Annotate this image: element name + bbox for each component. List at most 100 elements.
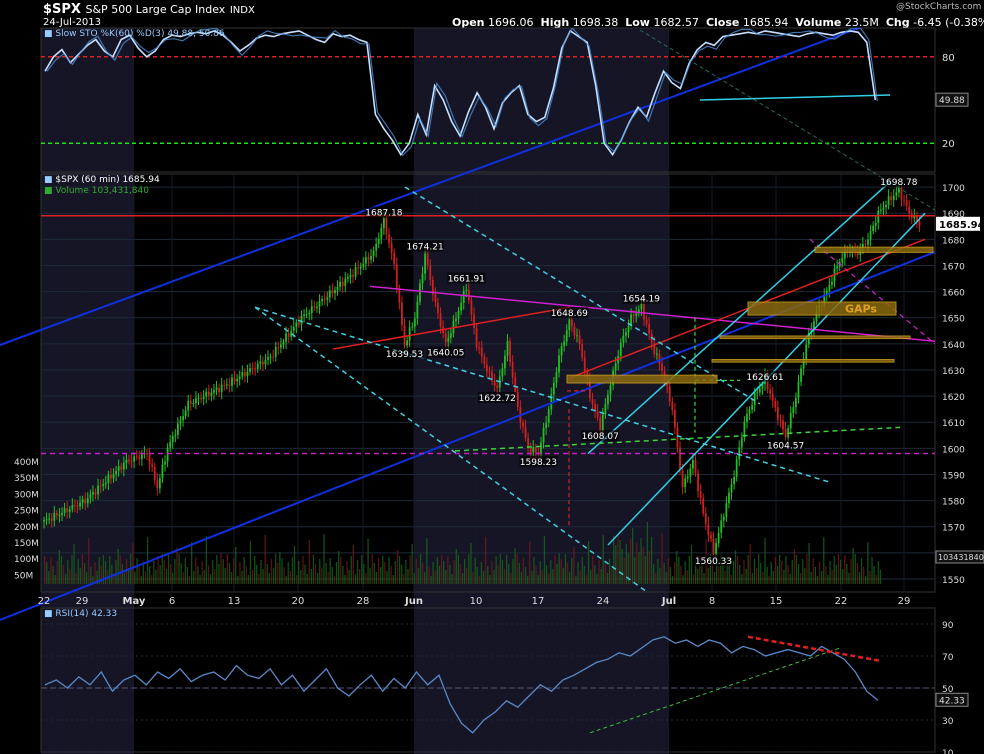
volume-bar (667, 558, 669, 584)
candle-body (336, 286, 339, 291)
low-value: 1682.57 (653, 16, 699, 29)
candle-body (789, 413, 792, 429)
pivot-label-1560-33: 1560.33 (694, 554, 733, 567)
volume-bar (569, 572, 571, 584)
candle-body (514, 377, 517, 393)
volume-bar (382, 556, 384, 584)
volume-bar (417, 568, 420, 584)
candle-body (632, 314, 635, 317)
volume-bar (281, 558, 283, 584)
volume-bar (508, 564, 510, 584)
volume-bar (199, 575, 201, 584)
volume-bar (846, 564, 848, 584)
candle-body (761, 383, 764, 389)
candle-body (890, 196, 893, 201)
index-name: S&P 500 Large Cap Index (85, 3, 226, 16)
volume-bar (388, 557, 390, 584)
volume-bar (615, 545, 617, 584)
volume-bar (755, 568, 758, 584)
candle-body (648, 324, 651, 334)
close-value: 1685.94 (742, 16, 789, 29)
shade-june (414, 28, 669, 754)
volume-bar (485, 537, 487, 584)
candle-body (128, 459, 130, 462)
volume-bar (132, 543, 134, 584)
volume-bar (474, 558, 476, 584)
volume-tick-200M: 200M (14, 523, 39, 533)
volume-bar (781, 561, 783, 584)
volume-bar (692, 574, 695, 584)
volume-bar (138, 567, 140, 584)
volume-bar (858, 572, 861, 584)
volume-bar (58, 550, 60, 584)
candle-body (841, 258, 844, 263)
candle-body (277, 347, 280, 349)
candle-body (238, 376, 241, 380)
pivot-label-1640-05: 1640.05 (426, 346, 465, 359)
volume-bar (680, 566, 682, 584)
volume-bar (522, 558, 525, 584)
stoch-tick-20: 20 (942, 139, 955, 150)
candle-body (689, 468, 692, 477)
candle-body (370, 255, 372, 260)
volume-bar (613, 536, 615, 584)
candle-body (68, 509, 71, 512)
pivot-label-bg (478, 391, 517, 403)
volume-tick-150M: 150M (14, 539, 39, 549)
volume-bar (249, 541, 252, 584)
volume-bar (856, 563, 858, 584)
candle-body (702, 498, 705, 514)
candle-body (635, 313, 638, 317)
candle-body (491, 371, 493, 381)
candle-body (823, 295, 826, 306)
candle-body (630, 314, 632, 326)
volume-bar (384, 562, 386, 584)
volume-bar (466, 568, 468, 584)
candle-body (509, 340, 511, 363)
volume-bar (428, 567, 430, 584)
volume-bar (167, 555, 170, 584)
candle-body (318, 301, 321, 307)
volume-bar (707, 568, 709, 584)
candle-body (280, 344, 282, 348)
low-label: Low (625, 16, 650, 29)
gap-box-1627 (566, 374, 718, 384)
candle-body (285, 333, 287, 342)
x-label-1: 29 (76, 596, 89, 607)
candle-body (122, 462, 125, 470)
volume-bar (153, 561, 155, 584)
green-dashed-support (454, 426, 901, 452)
candle-body (710, 535, 712, 539)
candle-body (146, 453, 148, 455)
volume-bar (228, 563, 231, 584)
candle-body (362, 263, 365, 267)
volume-bar (602, 535, 604, 584)
volume-bar (478, 576, 480, 584)
candle-body (117, 466, 120, 471)
candle-body (473, 314, 475, 329)
volume-bar (304, 565, 306, 584)
price-frame (40, 173, 936, 593)
volume-bar (726, 557, 728, 584)
volume-bar (459, 564, 462, 584)
candle-body (202, 396, 205, 400)
volume-bar (218, 564, 220, 584)
volume-bar (212, 560, 214, 584)
candle-body (287, 333, 290, 337)
pivot-label-bg (581, 430, 620, 442)
volume-bar (682, 575, 684, 584)
candle-body (161, 464, 164, 479)
volume-bar (703, 573, 705, 584)
volume-bar (747, 555, 749, 584)
candle-body (717, 532, 720, 544)
volume-bar (256, 565, 258, 584)
candle-body (223, 384, 226, 386)
volume-bar (340, 557, 342, 584)
candle-body (282, 341, 285, 345)
volume-bar (266, 564, 268, 584)
volume-bar (237, 576, 239, 584)
volume-bar (867, 542, 869, 584)
candle-body (874, 222, 877, 226)
candle-body (372, 250, 375, 256)
chart-date: 24-Jul-2013 (43, 17, 102, 28)
